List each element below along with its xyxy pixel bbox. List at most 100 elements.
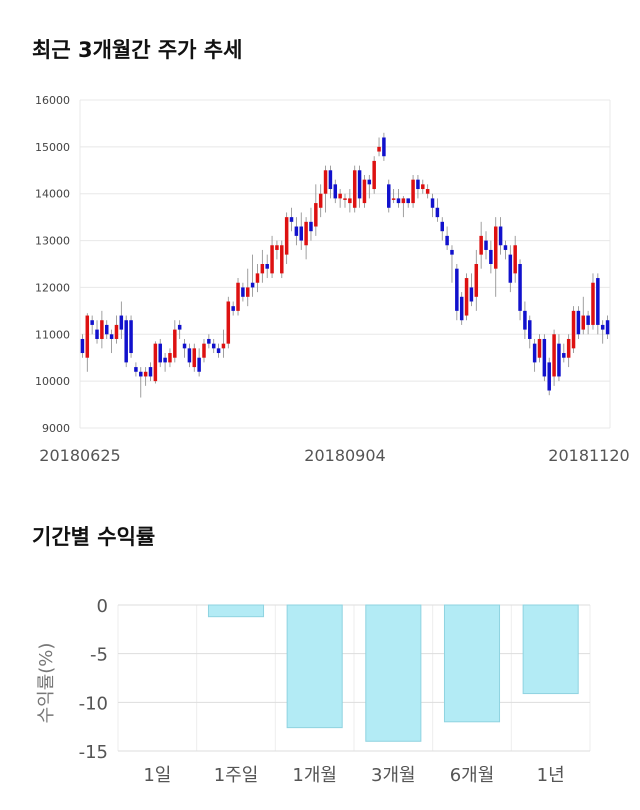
return-bar: [207, 604, 265, 618]
y-tick-label: 9000: [42, 422, 70, 435]
candle-body: [469, 287, 474, 302]
y-tick-label: 11000: [35, 328, 70, 341]
candle-body: [241, 287, 245, 297]
x-tick-label: 20181120: [548, 446, 629, 465]
candle-body: [289, 217, 294, 222]
candle-body: [474, 264, 479, 297]
candle-body: [182, 343, 187, 349]
candle-body: [314, 203, 318, 227]
candle-body: [173, 329, 177, 358]
candle-body: [323, 170, 328, 194]
stock-trend-title: 최근 3개월간 주가 추세: [32, 38, 243, 62]
candle-body: [255, 273, 260, 283]
candle-body: [143, 371, 148, 377]
candle-body: [119, 315, 124, 330]
y-tick-label: 13000: [35, 235, 70, 248]
candle-body: [328, 170, 333, 190]
candle-body: [435, 207, 440, 218]
candle-body: [367, 179, 372, 185]
candle-body: [265, 264, 269, 269]
candle-body: [231, 306, 235, 311]
candle-body: [566, 338, 571, 358]
candle-body: [362, 179, 367, 204]
candle-body: [416, 179, 420, 190]
candle-body: [246, 287, 250, 297]
candle-body: [532, 343, 537, 363]
candle-body: [562, 353, 566, 358]
y-tick-label: 16000: [35, 94, 70, 107]
candle-body: [518, 264, 522, 311]
candle-body: [576, 310, 581, 335]
x-category-label: 1년: [537, 765, 565, 786]
candle-body: [450, 249, 454, 255]
candle-body: [508, 254, 513, 283]
candle-body: [129, 320, 133, 354]
candle-body: [459, 296, 464, 321]
return-bar: [286, 604, 343, 729]
candle-body: [250, 282, 255, 288]
candle-body: [280, 245, 284, 274]
candle-body: [600, 324, 605, 330]
y-tick-label: 15000: [35, 141, 70, 154]
y-tick-label: 0: [97, 596, 108, 617]
x-category-label: 6개월: [450, 765, 495, 786]
candle-body: [333, 184, 338, 199]
candle-body: [513, 245, 517, 274]
candle-body: [372, 160, 376, 190]
candle-body: [197, 357, 201, 372]
candle-body: [596, 278, 600, 325]
candle-body: [547, 362, 551, 391]
candle-body: [90, 320, 94, 325]
candle-body: [348, 198, 352, 204]
candle-body: [479, 235, 483, 255]
candle-body: [503, 245, 508, 250]
candle-body: [275, 245, 279, 250]
x-category-label: 1일: [143, 765, 171, 786]
candle-body: [440, 221, 444, 232]
candle-body: [114, 324, 119, 339]
return-bar: [522, 604, 579, 695]
candle-body: [309, 221, 313, 232]
candle-body: [411, 179, 415, 204]
candle-body: [523, 310, 527, 330]
candle-body: [95, 329, 99, 339]
candle-body: [158, 343, 162, 363]
candle-body: [139, 371, 143, 377]
candle-body: [216, 348, 221, 354]
candle-body: [382, 137, 386, 157]
y-axis-label: 수익률(%): [36, 643, 57, 724]
candle-body: [493, 226, 498, 269]
candle-body: [134, 367, 138, 372]
candle-body: [109, 334, 114, 339]
candle-body: [211, 343, 216, 349]
candle-body: [226, 301, 231, 344]
y-tick-label: 14000: [35, 188, 70, 201]
candle-body: [455, 268, 459, 311]
candle-body: [445, 235, 449, 246]
candle-body: [338, 193, 342, 199]
return-bar: [443, 604, 501, 723]
candle-body: [357, 170, 362, 199]
candle-body: [104, 324, 109, 335]
candle-body: [153, 343, 158, 382]
candle-body: [571, 310, 576, 349]
candle-body: [406, 198, 410, 204]
y-tick-label: 10000: [35, 375, 70, 388]
x-category-label: 1주일: [214, 765, 259, 786]
candle-body: [202, 343, 206, 358]
stock-candlestick-chart: 16000 15000 14000 13000 12000 11000 10000 9000 2…: [35, 94, 630, 465]
candle-body: [537, 338, 542, 358]
candle-body: [100, 320, 104, 339]
candle-body: [581, 315, 586, 330]
candle-body: [542, 338, 547, 377]
candle-body: [343, 198, 347, 200]
candle-body: [352, 170, 357, 208]
candle-body: [221, 343, 226, 349]
candle-body: [484, 240, 488, 250]
return-bar: [365, 604, 422, 742]
candle-body: [148, 367, 153, 377]
candle-body: [299, 226, 303, 241]
candle-body: [260, 264, 265, 274]
x-tick-label: 20180904: [304, 446, 385, 465]
candle-body: [552, 334, 556, 377]
